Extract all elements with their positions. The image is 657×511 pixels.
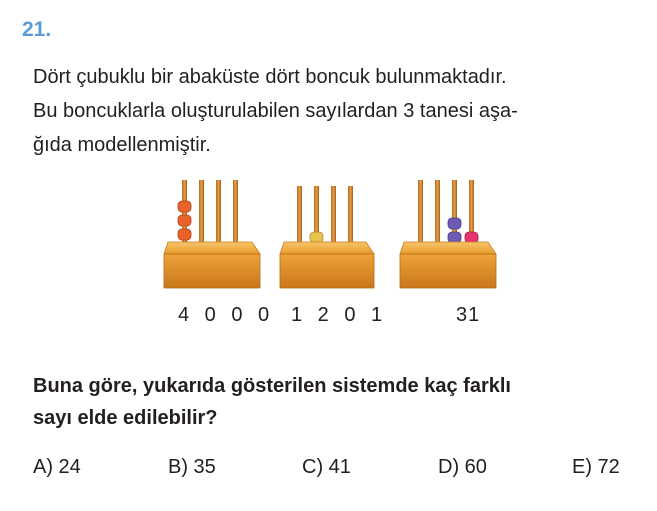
bead-yellow <box>309 231 324 244</box>
rod <box>435 180 440 260</box>
rod <box>233 180 238 260</box>
abacus-1201 <box>279 186 375 289</box>
rod <box>331 186 336 260</box>
choice-d[interactable]: D) 60 <box>438 456 487 478</box>
abacus-illustrations <box>163 180 497 289</box>
stem-line: Dört çubuklu bir abaküste dört boncuk bu… <box>33 66 507 88</box>
abacus-base-top <box>279 241 375 255</box>
abacus-base-front <box>163 253 261 289</box>
question-number: 21. <box>22 18 52 41</box>
abacus-base-front <box>399 253 497 289</box>
answer-choices: A) 24 B) 35 C) 41 D) 60 E) 72 <box>0 456 657 486</box>
bead-pink <box>464 231 479 244</box>
question-stem: Dört çubuklu bir abaküste dört boncuk bu… <box>33 60 633 162</box>
abacus-label-4000: 4 0 0 0 <box>178 304 275 326</box>
choice-a[interactable]: A) 24 <box>33 456 81 478</box>
abacus-base-front <box>279 253 375 289</box>
prompt-line: Buna göre, yukarıda gösterilen sistemde … <box>33 375 511 397</box>
rod <box>199 180 204 260</box>
choice-c[interactable]: C) 41 <box>302 456 351 478</box>
rod <box>216 180 221 260</box>
rod <box>418 180 423 260</box>
abacus-4000 <box>163 180 261 289</box>
stem-line: ğıda modellenmiştir. <box>33 134 211 156</box>
question-prompt: Buna göre, yukarıda gösterilen sistemde … <box>33 370 633 434</box>
rod <box>314 186 319 260</box>
prompt-line: sayı elde edilebilir? <box>33 407 218 429</box>
abacus-label-31: 31 <box>456 304 481 326</box>
rod <box>297 186 302 260</box>
choice-b[interactable]: B) 35 <box>168 456 216 478</box>
abacus-31 <box>399 180 497 289</box>
choice-e[interactable]: E) 72 <box>572 456 620 478</box>
stem-line: Bu boncuklarla oluşturulabilen sayılarda… <box>33 100 518 122</box>
abacus-base-top <box>163 241 261 255</box>
abacus-base-top <box>399 241 497 255</box>
rod <box>348 186 353 260</box>
rod <box>469 180 474 260</box>
abacus-label-1201: 1 2 0 1 <box>291 304 388 326</box>
